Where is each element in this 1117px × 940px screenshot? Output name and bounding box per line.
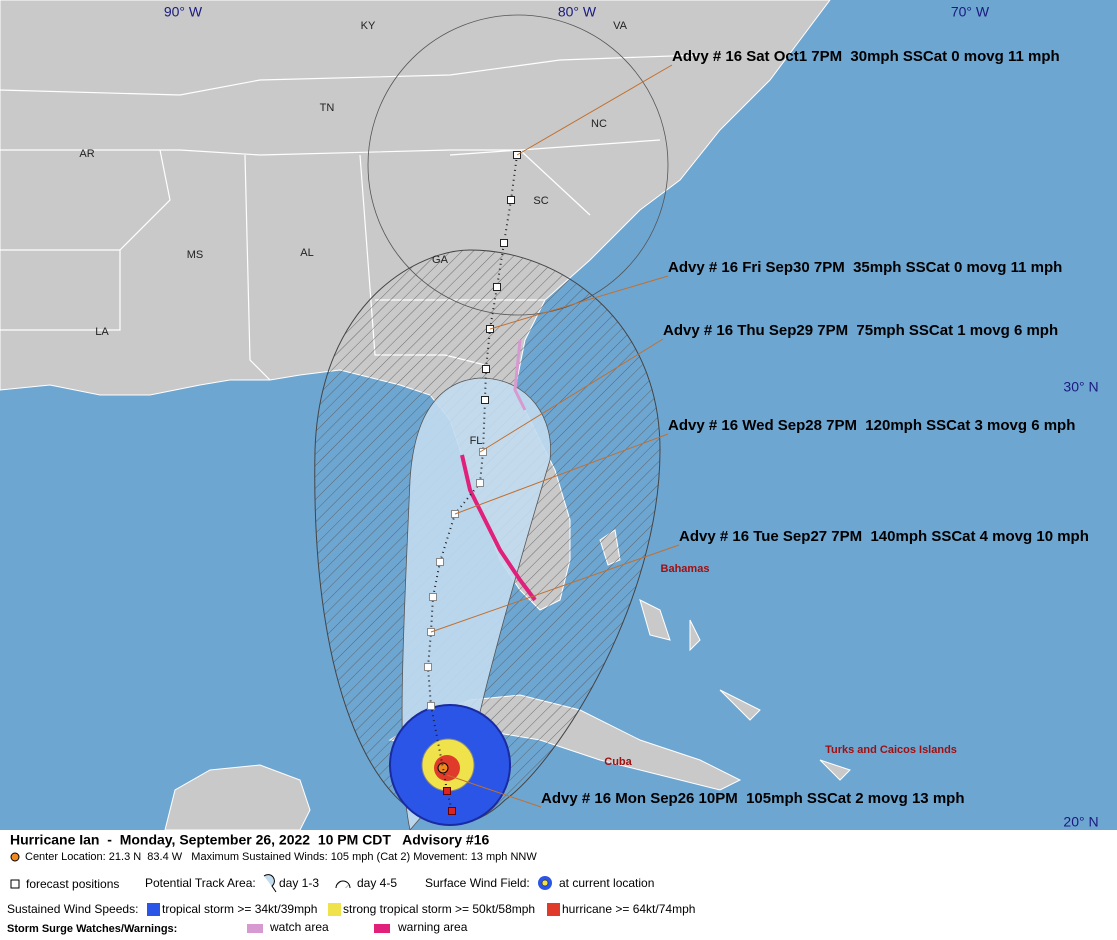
- advisory-label: Advy # 16 Fri Sep30 7PM 35mph SSCat 0 mo…: [668, 259, 1062, 276]
- forecast-position: [436, 558, 444, 566]
- map-labels: Advy # 16 Sat Oct1 7PM 30mph SSCat 0 mov…: [79, 4, 1098, 830]
- leader-line: [454, 433, 669, 515]
- legend-text: warning area: [397, 920, 468, 934]
- longitude-label: 70° W: [951, 4, 990, 20]
- legend: Hurricane Ian - Monday, September 26, 20…: [7, 832, 695, 935]
- legend-text: tropical storm >= 34kt/39mph: [162, 902, 317, 916]
- hurricane-swatch: [547, 903, 560, 916]
- state-label: MS: [187, 249, 204, 261]
- tropical-storm-swatch: [147, 903, 160, 916]
- legend-text: day 4-5: [357, 876, 397, 890]
- day-1-3-icon: [263, 874, 277, 893]
- state-label: NC: [591, 118, 607, 130]
- legend-text: hurricane >= 64kt/74mph: [562, 902, 695, 916]
- forecast-position: [448, 807, 456, 815]
- place-label: Cuba: [604, 756, 632, 768]
- place-label: Turks and Caicos Islands: [825, 744, 957, 756]
- wind-field-icon-inner: [541, 879, 549, 887]
- state-label: TN: [320, 102, 335, 114]
- leader-line: [430, 544, 680, 633]
- legend-text: watch area: [269, 920, 329, 934]
- forecast-position: [443, 787, 451, 795]
- forecast-position: [481, 396, 489, 404]
- track-outline: [367, 14, 669, 316]
- yucatan-land: [164, 764, 311, 830]
- legend-text: Center Location: 21.3 N 83.4 W Maximum S…: [25, 851, 537, 863]
- center-location: [437, 762, 449, 774]
- day-4-5-icon: [335, 880, 351, 889]
- forecast-position: [476, 479, 484, 487]
- state-label: VA: [613, 20, 628, 32]
- forecast-position: [424, 663, 432, 671]
- advisory-label: Advy # 16 Wed Sep28 7PM 120mph SSCat 3 m…: [668, 417, 1075, 434]
- state-label: FL: [470, 435, 483, 447]
- state-label: AR: [79, 148, 94, 160]
- legend-text: day 1-3: [279, 876, 319, 890]
- latitude-label: 30° N: [1063, 379, 1098, 395]
- leader-line: [446, 774, 542, 808]
- forecast-position: [507, 196, 515, 204]
- legend-text: Surface Wind Field:: [425, 876, 530, 890]
- forecast-position: [500, 239, 508, 247]
- forecast-icon: [10, 879, 20, 889]
- watch-swatch: [247, 924, 263, 933]
- legend-panel: [0, 830, 1117, 940]
- legend-text: at current location: [559, 876, 654, 890]
- state-label: LA: [95, 326, 109, 338]
- forecast-position: [427, 702, 435, 710]
- latitude-label: 20° N: [1063, 814, 1098, 830]
- state-label: KY: [361, 20, 376, 32]
- legend-text: Potential Track Area:: [145, 876, 256, 890]
- legend-text: forecast positions: [26, 877, 119, 891]
- surge-watch: [513, 339, 527, 411]
- legend-text: strong tropical storm >= 50kt/58mph: [343, 902, 535, 916]
- longitude-label: 80° W: [558, 4, 597, 20]
- legend-title: Hurricane Ian - Monday, September 26, 20…: [10, 832, 489, 848]
- warning-swatch: [374, 924, 390, 933]
- advisory-label: Advy # 16 Sat Oct1 7PM 30mph SSCat 0 mov…: [672, 48, 1060, 65]
- surge-warning: [460, 454, 537, 602]
- advisory-label: Advy # 16 Tue Sep27 7PM 140mph SSCat 4 m…: [679, 528, 1089, 545]
- place-label: Bahamas: [661, 563, 710, 575]
- strong-tropical-storm-swatch: [328, 903, 341, 916]
- forecast-position: [493, 283, 501, 291]
- leader-line: [479, 338, 664, 453]
- track-line: [426, 154, 518, 812]
- forecast-position: [482, 365, 490, 373]
- center-icon: [10, 852, 20, 862]
- leader-line: [516, 64, 673, 156]
- forecast-position: [429, 593, 437, 601]
- legend-text: Storm Surge Watches/Warnings:: [7, 923, 177, 935]
- legend-text: Sustained Wind Speeds:: [7, 902, 138, 916]
- forecast-track: [424, 151, 521, 815]
- forecast-position: [479, 448, 487, 456]
- map-area: Advy # 16 Sat Oct1 7PM 30mph SSCat 0 mov…: [0, 0, 1117, 830]
- state-label: SC: [533, 195, 548, 207]
- state-label: AL: [300, 247, 313, 259]
- advisory-label: Advy # 16 Thu Sep29 7PM 75mph SSCat 1 mo…: [663, 322, 1058, 339]
- advisory-label: Advy # 16 Mon Sep26 10PM 105mph SSCat 2 …: [541, 790, 964, 807]
- state-label: GA: [432, 254, 449, 266]
- leader-line: [489, 275, 669, 330]
- longitude-label: 90° W: [164, 4, 203, 20]
